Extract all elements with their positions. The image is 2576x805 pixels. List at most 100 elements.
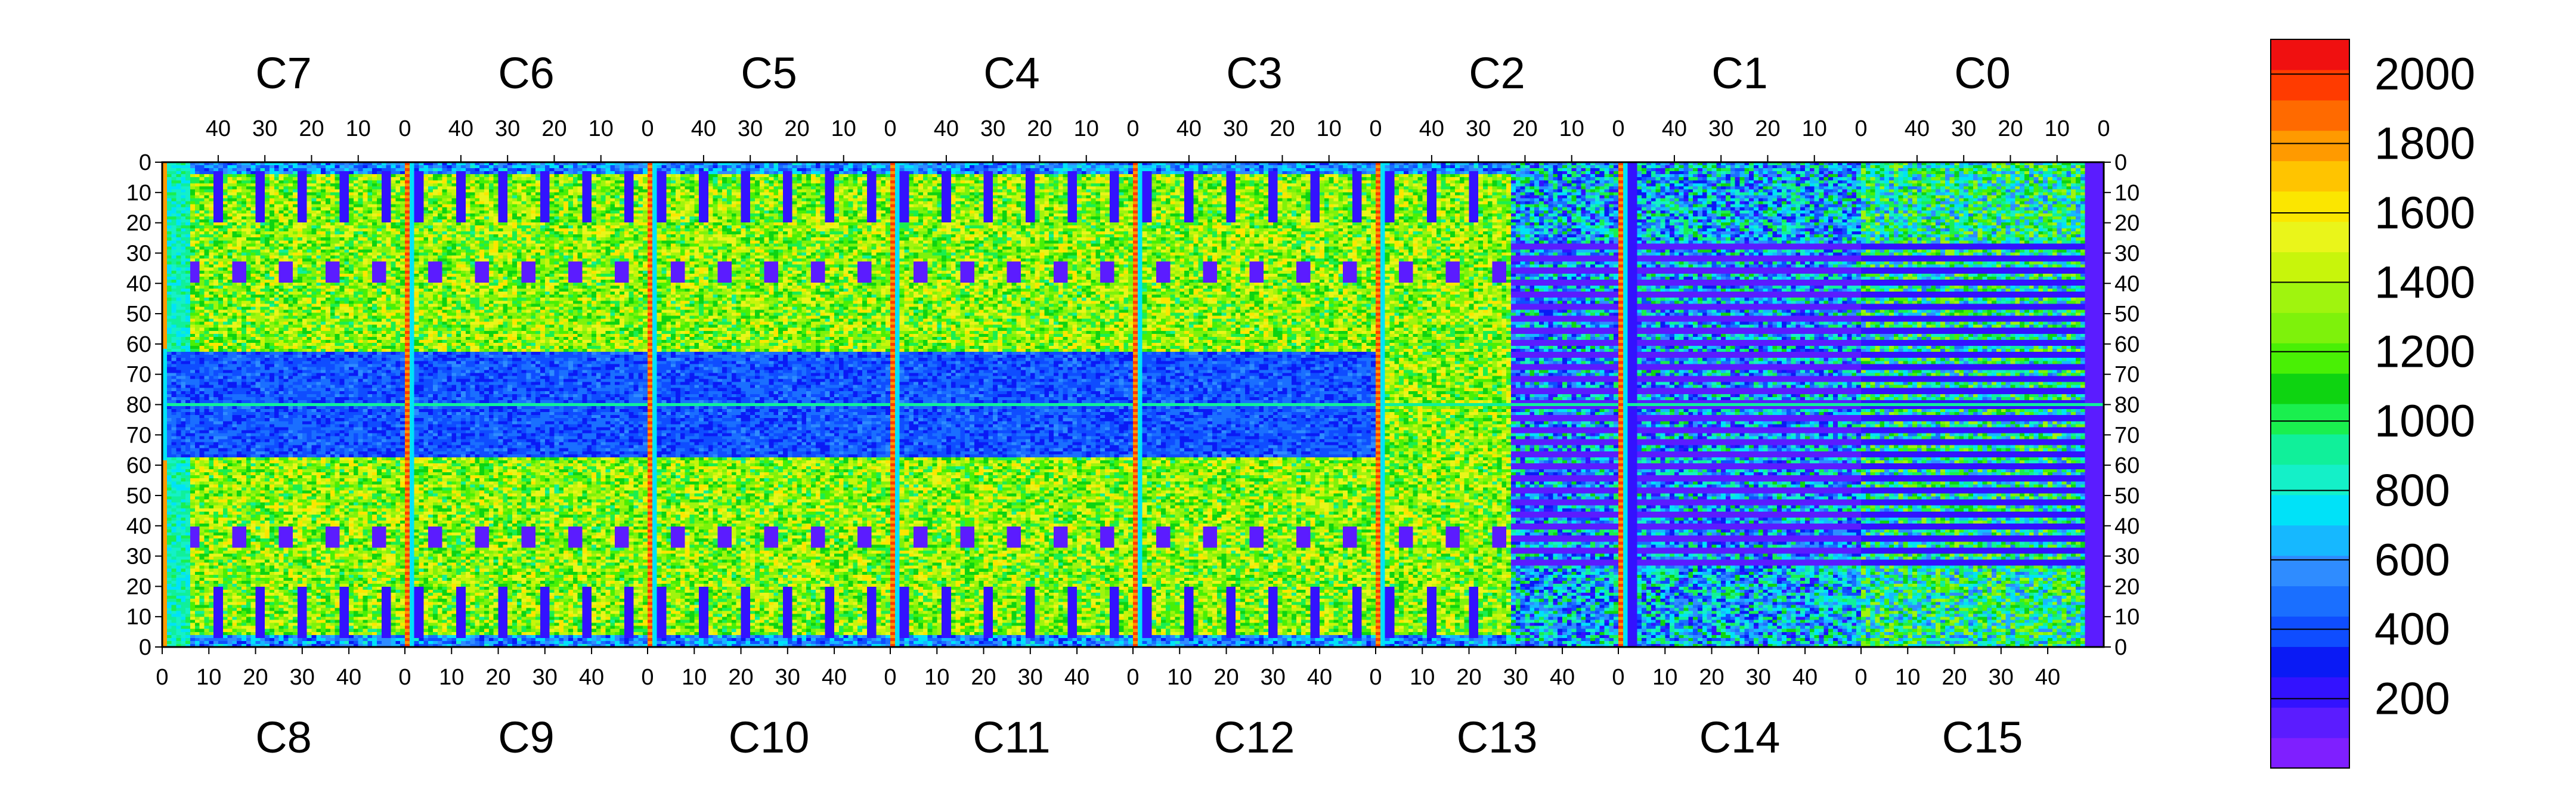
colorbar-segment — [2271, 39, 2349, 70]
x-tick-label: 30 — [532, 665, 558, 690]
x-tick-label: 10 — [924, 665, 949, 690]
x-tick-label: 0 — [1369, 116, 1382, 141]
x-axis-ticks: 40 30 20 10 0 0 10 20 30 40 40 30 20 10 0 0 10 20 30 40 40 30… — [156, 116, 2110, 690]
y-tick-label-right: 40 — [2114, 514, 2140, 539]
y-tick-label-left: 70 — [126, 423, 151, 448]
x-tick-label: 10 — [831, 116, 856, 141]
x-tick-label: 20 — [243, 665, 268, 690]
colorbar-segment — [2271, 738, 2349, 769]
colorbar-tick-label: 800 — [2374, 465, 2450, 516]
y-tick-label-right: 70 — [2114, 363, 2140, 388]
chip-label-top: C0 — [1954, 48, 2011, 98]
x-tick-label: 20 — [1942, 665, 1967, 690]
y-tick-label-right: 10 — [2114, 605, 2140, 630]
y-tick-label-right: 50 — [2114, 302, 2140, 327]
x-tick-label: 10 — [682, 665, 707, 690]
x-tick-label: 30 — [775, 665, 800, 690]
x-tick-label: 40 — [691, 116, 716, 141]
x-tick-label: 10 — [346, 116, 371, 141]
colorbar-segment — [2271, 343, 2349, 374]
y-tick-label-right: 0 — [2114, 150, 2127, 175]
x-tick-label: 30 — [290, 665, 315, 690]
x-tick-label: 20 — [1755, 116, 1780, 141]
y-axis-ticks: 0 0 10 10 20 20 30 30 40 40 50 50 60 60 70 70 80 80 70 70 60… — [126, 150, 2140, 660]
y-tick-label-right: 20 — [2114, 211, 2140, 236]
x-tick-label: 10 — [589, 116, 614, 141]
x-tick-label: 40 — [1792, 665, 1818, 690]
y-tick-label-right: 10 — [2114, 181, 2140, 206]
x-tick-label: 10 — [1559, 116, 1584, 141]
x-tick-label: 20 — [1027, 116, 1052, 141]
chip-label-top: C4 — [983, 48, 1040, 98]
x-tick-label: 10 — [196, 665, 221, 690]
colorbar-tick-label: 200 — [2374, 674, 2450, 724]
x-tick-label: 0 — [1854, 116, 1867, 141]
x-tick-label: 40 — [206, 116, 231, 141]
x-tick-label: 40 — [1550, 665, 1575, 690]
colorbar-segment — [2271, 707, 2349, 738]
x-tick-label: 20 — [299, 116, 324, 141]
x-tick-label: 30 — [1746, 665, 1771, 690]
x-tick-label: 30 — [1223, 116, 1248, 141]
y-tick-label-left: 60 — [126, 332, 151, 357]
x-tick-label: 0 — [1854, 665, 1867, 690]
x-tick-label: 0 — [1126, 116, 1139, 141]
x-tick-label: 30 — [1466, 116, 1491, 141]
colorbar-segment — [2271, 525, 2349, 556]
colorbar-segment — [2271, 677, 2349, 708]
colorbar-segment — [2271, 221, 2349, 253]
chip-label-top: C3 — [1226, 48, 1283, 98]
x-tick-label: 10 — [439, 665, 464, 690]
x-tick-label: 30 — [738, 116, 763, 141]
colorbar-border — [2270, 39, 2350, 769]
x-tick-label: 30 — [1708, 116, 1733, 141]
x-tick-label: 10 — [1167, 665, 1192, 690]
y-tick-label-right: 0 — [2114, 635, 2127, 660]
chip-labels: C7 C6 C5 C4 C3 C2 C1 C0 C8 C9 C10 C11 C12 C13 C14 C15 — [255, 48, 2023, 762]
x-tick-label: 0 — [1612, 116, 1624, 141]
chip-label-top: C7 — [255, 48, 312, 98]
x-tick-label: 30 — [1951, 116, 1976, 141]
colorbar-tick-label: 1800 — [2374, 119, 2475, 169]
x-tick-label: 0 — [884, 665, 896, 690]
y-tick-label-left: 50 — [126, 484, 151, 509]
x-tick-label: 0 — [156, 665, 168, 690]
x-tick-label: 40 — [1176, 116, 1202, 141]
y-tick-label-left: 50 — [126, 302, 151, 327]
colorbar-segment — [2271, 616, 2349, 647]
y-tick-label-left: 80 — [126, 393, 151, 418]
chip-label-bottom: C15 — [1942, 713, 2023, 762]
chip-label-bottom: C13 — [1457, 713, 1538, 762]
chip-label-top: C2 — [1469, 48, 1525, 98]
x-tick-label: 0 — [2097, 116, 2110, 141]
colorbar-segment — [2271, 312, 2349, 343]
colorbar-segment — [2271, 555, 2349, 587]
chip-label-bottom: C11 — [973, 713, 1050, 762]
chip-label-top: C1 — [1711, 48, 1768, 98]
y-tick-label-right: 60 — [2114, 453, 2140, 478]
x-tick-label: 0 — [398, 665, 411, 690]
y-tick-label-left: 20 — [126, 574, 151, 599]
chip-label-bottom: C8 — [255, 713, 312, 762]
x-tick-label: 0 — [1612, 665, 1624, 690]
y-tick-label-left: 0 — [139, 635, 151, 660]
y-tick-label-left: 60 — [126, 453, 151, 478]
y-tick-label-right: 60 — [2114, 332, 2140, 357]
x-tick-label: 40 — [1662, 116, 1687, 141]
x-tick-label: 30 — [980, 116, 1005, 141]
y-tick-label-left: 40 — [126, 271, 151, 296]
x-tick-label: 40 — [336, 665, 361, 690]
x-tick-label: 0 — [1369, 665, 1382, 690]
colorbar-tick-label: 1000 — [2374, 396, 2475, 447]
colorbar-segment — [2271, 191, 2349, 222]
x-tick-label: 10 — [1317, 116, 1342, 141]
y-tick-label-right: 50 — [2114, 484, 2140, 509]
y-tick-label-left: 10 — [126, 181, 151, 206]
y-tick-label-left: 70 — [126, 363, 151, 388]
colorbar-segment — [2271, 404, 2349, 435]
x-tick-label: 40 — [822, 665, 847, 690]
colorbar-segment — [2271, 130, 2349, 162]
x-tick-label: 20 — [728, 665, 753, 690]
x-tick-label: 40 — [934, 116, 959, 141]
